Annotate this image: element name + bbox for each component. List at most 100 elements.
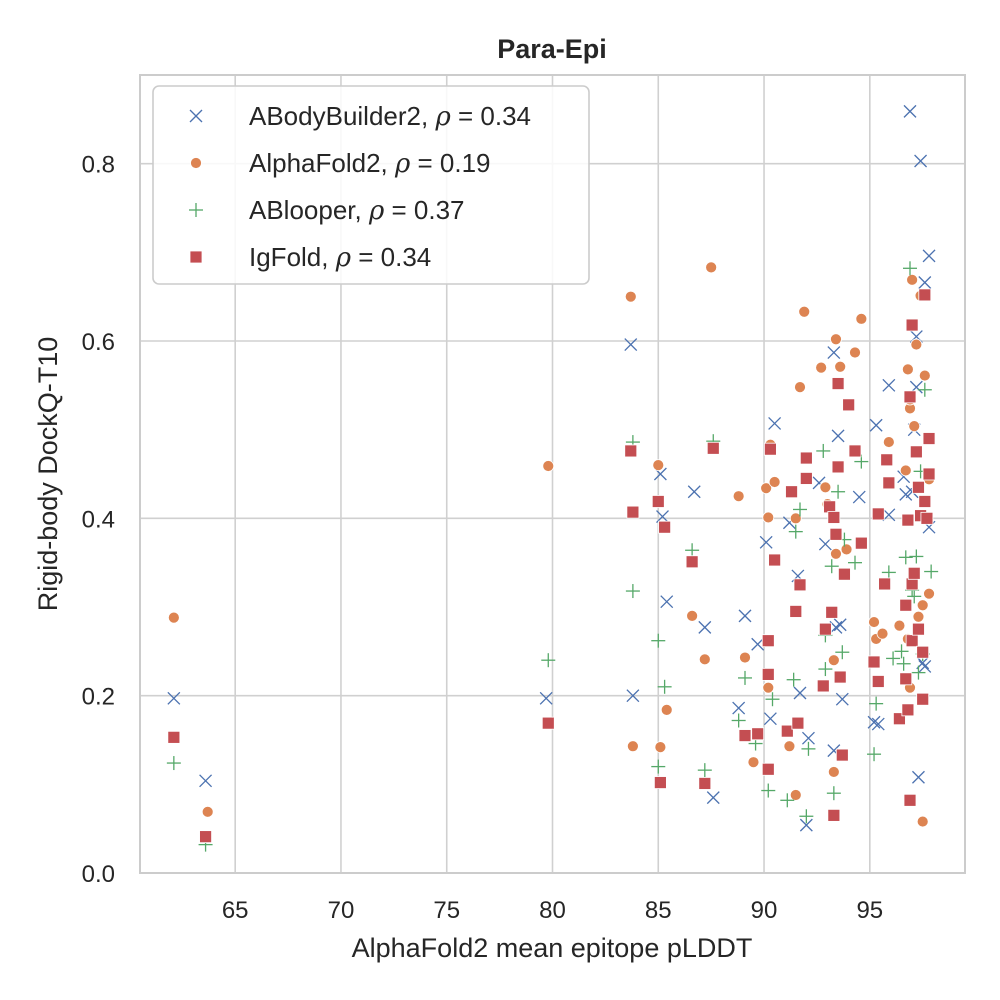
point-abodybuilder2-stroke <box>812 476 826 490</box>
point-ablooper <box>903 261 917 276</box>
point-igfold <box>685 555 699 569</box>
point-alphafold2 <box>686 609 699 622</box>
point-igfold <box>791 716 805 730</box>
point-ablooper <box>824 559 839 574</box>
point-ablooper <box>651 759 666 774</box>
point-abodybuilder2 <box>751 637 765 651</box>
point-abodybuilder2 <box>829 620 843 634</box>
point-abodybuilder2-stroke <box>871 717 885 731</box>
point-igfold <box>867 655 881 669</box>
point-alphafold2 <box>830 547 842 560</box>
legend-item-igfold: IgFold, ρ = 0.34 <box>189 242 431 273</box>
point-ablooper <box>818 662 833 677</box>
legend-marker-abodybuilder2-stroke <box>189 109 203 123</box>
point-ablooper <box>881 565 896 580</box>
point-ablooper <box>869 696 884 711</box>
point-igfold <box>698 777 712 790</box>
point-igfold <box>829 527 843 541</box>
point-abodybuilder2 <box>706 791 720 805</box>
point-abodybuilder2-stroke <box>829 620 843 634</box>
point-alphafold2 <box>201 805 214 818</box>
point-igfold <box>738 729 752 742</box>
point-alphafold2 <box>167 611 180 624</box>
point-abodybuilder2 <box>763 712 777 726</box>
point-abodybuilder2-stroke <box>827 346 841 359</box>
point-ablooper <box>761 783 776 798</box>
point-abodybuilder2 <box>759 535 773 549</box>
legend-series-name: IgFold, <box>249 242 336 272</box>
point-alphafold2 <box>762 511 775 524</box>
point-abodybuilder2 <box>167 691 181 705</box>
point-igfold <box>761 667 775 681</box>
point-igfold <box>651 495 665 508</box>
point-ablooper <box>907 589 922 604</box>
point-ablooper <box>786 672 801 687</box>
point-alphafold2 <box>916 599 929 612</box>
point-abodybuilder2-stroke <box>818 537 832 551</box>
point-igfold <box>167 730 181 744</box>
point-abodybuilder2-stroke <box>759 535 773 549</box>
point-igfold <box>848 444 862 458</box>
point-abodybuilder2-stroke <box>698 620 712 634</box>
point-ablooper <box>924 564 939 579</box>
point-igfold <box>918 495 932 508</box>
legend-rho-symbol: ρ <box>335 243 352 273</box>
point-alphafold2 <box>789 789 802 801</box>
point-igfold <box>823 500 837 514</box>
point-alphafold2 <box>882 436 895 448</box>
point-ablooper <box>886 651 901 666</box>
point-ablooper <box>651 633 666 648</box>
point-ablooper <box>917 382 932 397</box>
point-abodybuilder2 <box>835 692 849 706</box>
legend-marker-igfold <box>189 250 203 264</box>
point-ablooper <box>793 502 807 517</box>
point-alphafold2 <box>626 740 639 753</box>
point-abodybuilder2-stroke <box>833 618 847 632</box>
y-tick-label: 0.6 <box>82 329 115 356</box>
point-igfold <box>653 776 667 789</box>
point-ablooper <box>848 555 862 570</box>
point-abodybuilder2-stroke <box>835 692 849 706</box>
point-abodybuilder2 <box>626 689 640 703</box>
point-abodybuilder2-stroke <box>912 770 925 784</box>
point-igfold <box>761 634 775 648</box>
point-abodybuilder2-stroke <box>799 818 813 832</box>
point-abodybuilder2-stroke <box>903 104 917 118</box>
legend-item-ablooper: ABlooper, ρ = 0.37 <box>189 195 465 226</box>
point-igfold <box>871 507 885 521</box>
point-abodybuilder2-stroke <box>882 508 896 522</box>
point-abodybuilder2 <box>698 620 712 634</box>
point-igfold <box>658 520 672 534</box>
point-abodybuilder2-stroke <box>687 485 701 499</box>
point-abodybuilder2-stroke <box>922 249 936 263</box>
point-abodybuilder2 <box>833 618 847 632</box>
point-alphafold2 <box>830 333 842 346</box>
point-abodybuilder2-stroke <box>656 510 669 524</box>
point-alphafold2 <box>739 651 751 664</box>
point-igfold <box>882 476 896 490</box>
point-ablooper <box>896 656 911 671</box>
point-igfold <box>827 511 841 524</box>
point-alphafold2 <box>698 653 711 666</box>
legend-item-abodybuilder2: ABodyBuilder2, ρ = 0.34 <box>189 101 531 132</box>
point-igfold <box>816 679 830 693</box>
point-ablooper <box>166 756 181 771</box>
point-alphafold2 <box>868 616 880 628</box>
point-alphafold2 <box>901 363 914 376</box>
point-abodybuilder2-stroke <box>167 691 181 705</box>
point-abodybuilder2 <box>687 485 701 499</box>
point-alphafold2 <box>899 464 912 477</box>
point-ablooper <box>826 786 841 801</box>
y-tick-label: 0.4 <box>82 506 115 533</box>
point-igfold <box>199 830 212 844</box>
x-tick-label: 85 <box>645 897 672 924</box>
point-igfold <box>842 398 856 412</box>
point-igfold <box>899 672 913 686</box>
point-ablooper <box>788 524 803 539</box>
series-abodybuilder2 <box>167 104 936 832</box>
point-ablooper <box>731 713 746 728</box>
point-igfold <box>768 553 782 567</box>
point-alphafold2 <box>918 369 931 382</box>
point-igfold <box>905 577 919 591</box>
